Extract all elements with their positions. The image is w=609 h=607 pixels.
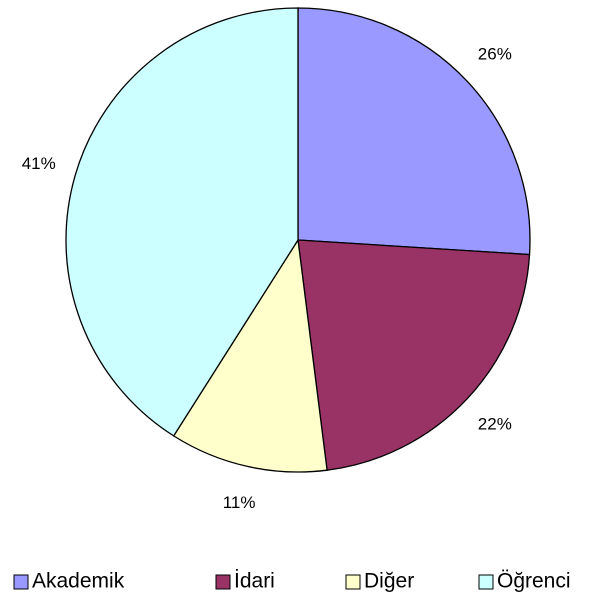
legend-swatch: [13, 574, 29, 590]
pie-slice: [65, 7, 299, 437]
legend-label: Diğer: [364, 570, 414, 593]
pie-slice: [172, 238, 328, 473]
legend-swatch: [215, 574, 231, 590]
legend-swatch: [478, 574, 494, 590]
pie-slice: [297, 239, 531, 471]
value-label: 26%: [478, 45, 512, 64]
value-label: 11%: [223, 493, 256, 512]
legend-swatch: [345, 574, 361, 590]
legend-label: Öğrenci: [497, 570, 571, 593]
pie-slice: [297, 7, 531, 256]
value-label: 41%: [22, 154, 56, 173]
value-label: 22%: [478, 414, 512, 433]
legend-label: Akademik: [32, 570, 125, 593]
legend-label: İdari: [234, 570, 275, 593]
